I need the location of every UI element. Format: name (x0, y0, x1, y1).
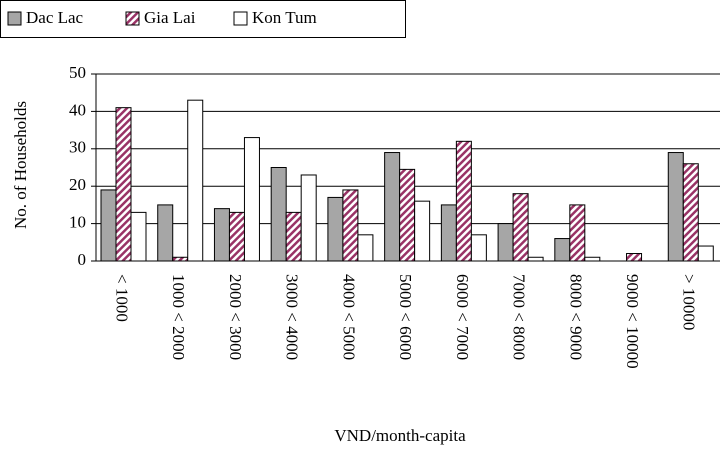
y-tick-label: 0 (78, 250, 87, 269)
x-tick-label: 5000 < 6000 (396, 274, 415, 360)
y-tick-label: 30 (69, 138, 86, 157)
legend-box (0, 0, 406, 38)
y-tick-label: 10 (69, 213, 86, 232)
bar (115, 107, 132, 262)
bar (455, 140, 472, 262)
legend-swatch (125, 11, 140, 26)
y-tick-label: 40 (69, 100, 86, 119)
bar (440, 204, 457, 262)
bar (470, 234, 487, 262)
y-axis-title: No. of Households (11, 101, 30, 229)
x-tick-label: 1000 < 2000 (169, 274, 188, 360)
bar (554, 238, 571, 262)
bar (697, 245, 714, 262)
legend-swatch (233, 11, 248, 26)
bar (100, 189, 117, 262)
legend-label: Dac Lac (26, 8, 84, 27)
bar (157, 204, 174, 262)
bar (626, 253, 643, 262)
bar (682, 163, 699, 262)
x-tick-label: 9000 < 10000 (623, 274, 642, 369)
bar (243, 137, 260, 262)
x-tick-label: 8000 < 9000 (566, 274, 585, 360)
bar (285, 211, 302, 262)
y-tick-label: 50 (69, 63, 86, 82)
legend-label: Kon Tum (252, 8, 317, 27)
bar (399, 168, 416, 262)
bar (584, 256, 601, 262)
x-tick-label: < 1000 (112, 274, 131, 322)
x-axis-title: VND/month-capita (334, 426, 466, 445)
bar (357, 234, 374, 262)
bar (130, 211, 147, 262)
bar (300, 174, 317, 262)
bar (384, 152, 401, 262)
bar (187, 99, 204, 262)
x-tick-label: > 10000 (680, 274, 699, 330)
x-tick-label: 2000 < 3000 (226, 274, 245, 360)
legend-swatch (7, 11, 22, 26)
bar (667, 152, 684, 262)
x-tick-label: 3000 < 4000 (283, 274, 302, 360)
x-tick-label: 4000 < 5000 (339, 274, 358, 360)
bar (172, 256, 189, 262)
y-tick-label: 20 (69, 175, 86, 194)
bar (569, 204, 586, 262)
bar (414, 200, 431, 262)
x-tick-label: 6000 < 7000 (453, 274, 472, 360)
legend-label: Gia Lai (144, 8, 196, 27)
bar (497, 223, 514, 262)
bar (228, 211, 245, 262)
bar (342, 189, 359, 262)
bar (512, 193, 529, 262)
bar (527, 256, 544, 262)
bar (327, 196, 344, 262)
bar (270, 167, 287, 262)
x-tick-label: 7000 < 8000 (510, 274, 529, 360)
bar (213, 208, 230, 262)
